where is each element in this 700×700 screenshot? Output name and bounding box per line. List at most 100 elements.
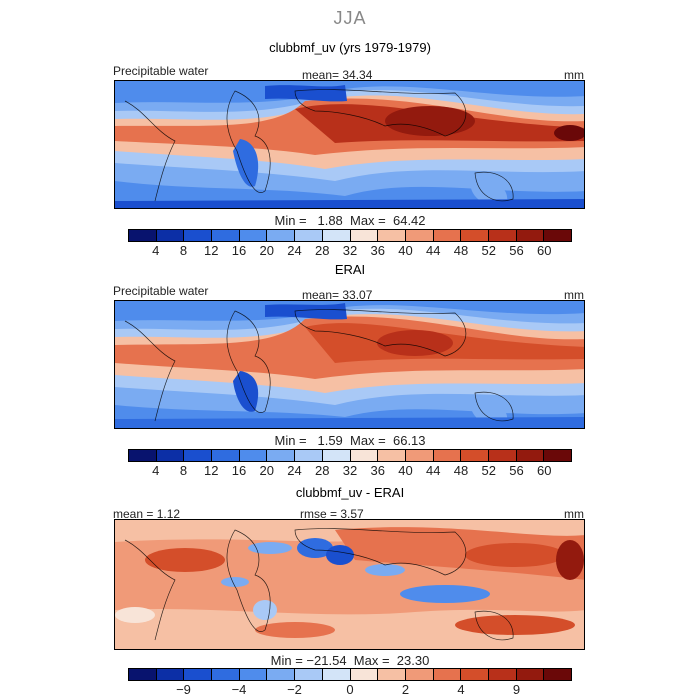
colorbar-swatch	[488, 230, 517, 241]
colorbar-swatch	[295, 450, 323, 461]
colorbar-swatch	[516, 230, 545, 241]
panel-3-colorbar	[128, 668, 572, 681]
colorbar-tick-label: 9	[512, 682, 521, 697]
panel-2-minmax: Min = 1.59 Max = 66.13	[274, 433, 426, 448]
panel-1-minmax: Min = 1.88 Max = 64.42	[274, 213, 426, 228]
colorbar-tick-label: 36	[370, 243, 385, 258]
colorbar-swatch	[239, 669, 268, 680]
colorbar-tick-label: 24	[287, 463, 302, 478]
colorbar-swatch	[156, 669, 185, 680]
colorbar-swatch	[405, 669, 434, 680]
colorbar-swatch	[378, 669, 406, 680]
colorbar-swatch	[212, 669, 240, 680]
colorbar-swatch	[322, 669, 351, 680]
colorbar-swatch	[267, 450, 296, 461]
colorbar-tick-label: 32	[342, 243, 358, 258]
colorbar-swatch	[129, 669, 157, 680]
colorbar-swatch	[433, 669, 462, 680]
colorbar-swatch	[156, 450, 185, 461]
colorbar-tick-label: 36	[370, 463, 385, 478]
panel-3-map-field	[115, 520, 584, 649]
panel-1-mean-label: mean= 34.34	[302, 68, 373, 82]
season-title: JJA	[333, 8, 367, 28]
colorbar-tick-label: 24	[287, 243, 302, 258]
panel-3-title: clubbmf_uv - ERAI	[295, 485, 405, 500]
panel-2-units-label: mm	[564, 288, 584, 302]
colorbar-swatch	[378, 450, 406, 461]
colorbar-swatch	[378, 230, 406, 241]
colorbar-swatch	[129, 450, 157, 461]
colorbar-tick-label: −2	[287, 682, 302, 697]
panel-1-units-label: mm	[564, 68, 584, 82]
panel-1-map-field	[115, 81, 584, 208]
colorbar-swatch	[461, 450, 489, 461]
colorbar-tick-label: 48	[453, 463, 469, 478]
colorbar-tick-label: 16	[231, 463, 247, 478]
colorbar-tick-label: 28	[315, 463, 330, 478]
colorbar-tick-label: 52	[481, 463, 496, 478]
panel-2-variable-label: Precipitable water	[113, 284, 209, 298]
panel-3-rmse-label: rmse = 3.57	[300, 507, 364, 521]
panel-1-title: clubbmf_uv (yrs 1979-1979)	[269, 40, 431, 55]
colorbar-tick-label: −4	[231, 682, 247, 697]
panel-2-title: ERAI	[334, 262, 366, 277]
colorbar-tick-label: 52	[481, 243, 496, 258]
colorbar-swatch	[129, 230, 157, 241]
panel-3-mean-label: mean = 1.12	[113, 507, 181, 521]
colorbar-tick-label: 40	[398, 463, 413, 478]
colorbar-swatch	[516, 450, 545, 461]
colorbar-swatch	[267, 669, 296, 680]
colorbar-tick-label: 20	[259, 463, 274, 478]
colorbar-swatch	[544, 450, 571, 461]
colorbar-tick-label: 8	[179, 243, 188, 258]
colorbar-swatch	[405, 450, 434, 461]
panel-1-variable-label: Precipitable water	[113, 64, 209, 78]
colorbar-tick-label: 48	[453, 243, 469, 258]
colorbar-swatch	[322, 450, 351, 461]
colorbar-swatch	[350, 230, 379, 241]
panel-3-units-label: mm	[564, 507, 584, 521]
panel-3-minmax: Min = −21.54 Max = 23.30	[270, 653, 430, 668]
colorbar-tick-label: 2	[401, 682, 410, 697]
colorbar-tick-label: 12	[204, 463, 219, 478]
colorbar-tick-label: 12	[204, 243, 219, 258]
panel-2-map-field	[115, 301, 584, 428]
panel-3-colorbar-labels: −9 −4 −2 0 2 4 9	[128, 682, 572, 698]
colorbar-tick-label: 60	[537, 463, 552, 478]
panel-2-mean-label: mean= 33.07	[302, 288, 373, 302]
colorbar-tick-label: 56	[509, 243, 524, 258]
colorbar-swatch	[350, 669, 379, 680]
colorbar-swatch	[239, 230, 268, 241]
colorbar-tick-label: 16	[231, 243, 247, 258]
colorbar-tick-label: 60	[537, 243, 552, 258]
panel-1-map	[114, 80, 585, 209]
colorbar-swatch	[156, 230, 185, 241]
panel-2-map	[114, 300, 585, 429]
colorbar-tick-label: 32	[342, 463, 358, 478]
colorbar-swatch	[322, 230, 351, 241]
colorbar-swatch	[184, 450, 213, 461]
colorbar-swatch	[184, 230, 213, 241]
colorbar-swatch	[184, 669, 213, 680]
colorbar-tick-label: 0	[346, 682, 354, 697]
colorbar-tick-label: 20	[259, 243, 274, 258]
colorbar-tick-label: 4	[457, 682, 465, 697]
colorbar-tick-label: 28	[315, 243, 330, 258]
colorbar-tick-label: 4	[152, 243, 160, 258]
panel-2-colorbar-labels: 4 8 12 16 20 24 28 32 36 40 44 48 52 56 60	[128, 463, 572, 479]
colorbar-tick-label: 44	[426, 463, 441, 478]
panel-1-colorbar-labels: 4 8 12 16 20 24 28 32 36 40 44 48 52 56 60	[128, 243, 572, 259]
colorbar-swatch	[295, 230, 323, 241]
colorbar-swatch	[461, 230, 489, 241]
colorbar-swatch	[544, 230, 571, 241]
colorbar-swatch	[239, 450, 268, 461]
colorbar-tick-label: 40	[398, 243, 413, 258]
colorbar-swatch	[350, 450, 379, 461]
colorbar-swatch	[212, 230, 240, 241]
colorbar-tick-label: 56	[509, 463, 524, 478]
colorbar-swatch	[212, 450, 240, 461]
colorbar-swatch	[488, 450, 517, 461]
colorbar-swatch	[433, 450, 462, 461]
colorbar-swatch	[405, 230, 434, 241]
colorbar-tick-label: 4	[152, 463, 160, 478]
